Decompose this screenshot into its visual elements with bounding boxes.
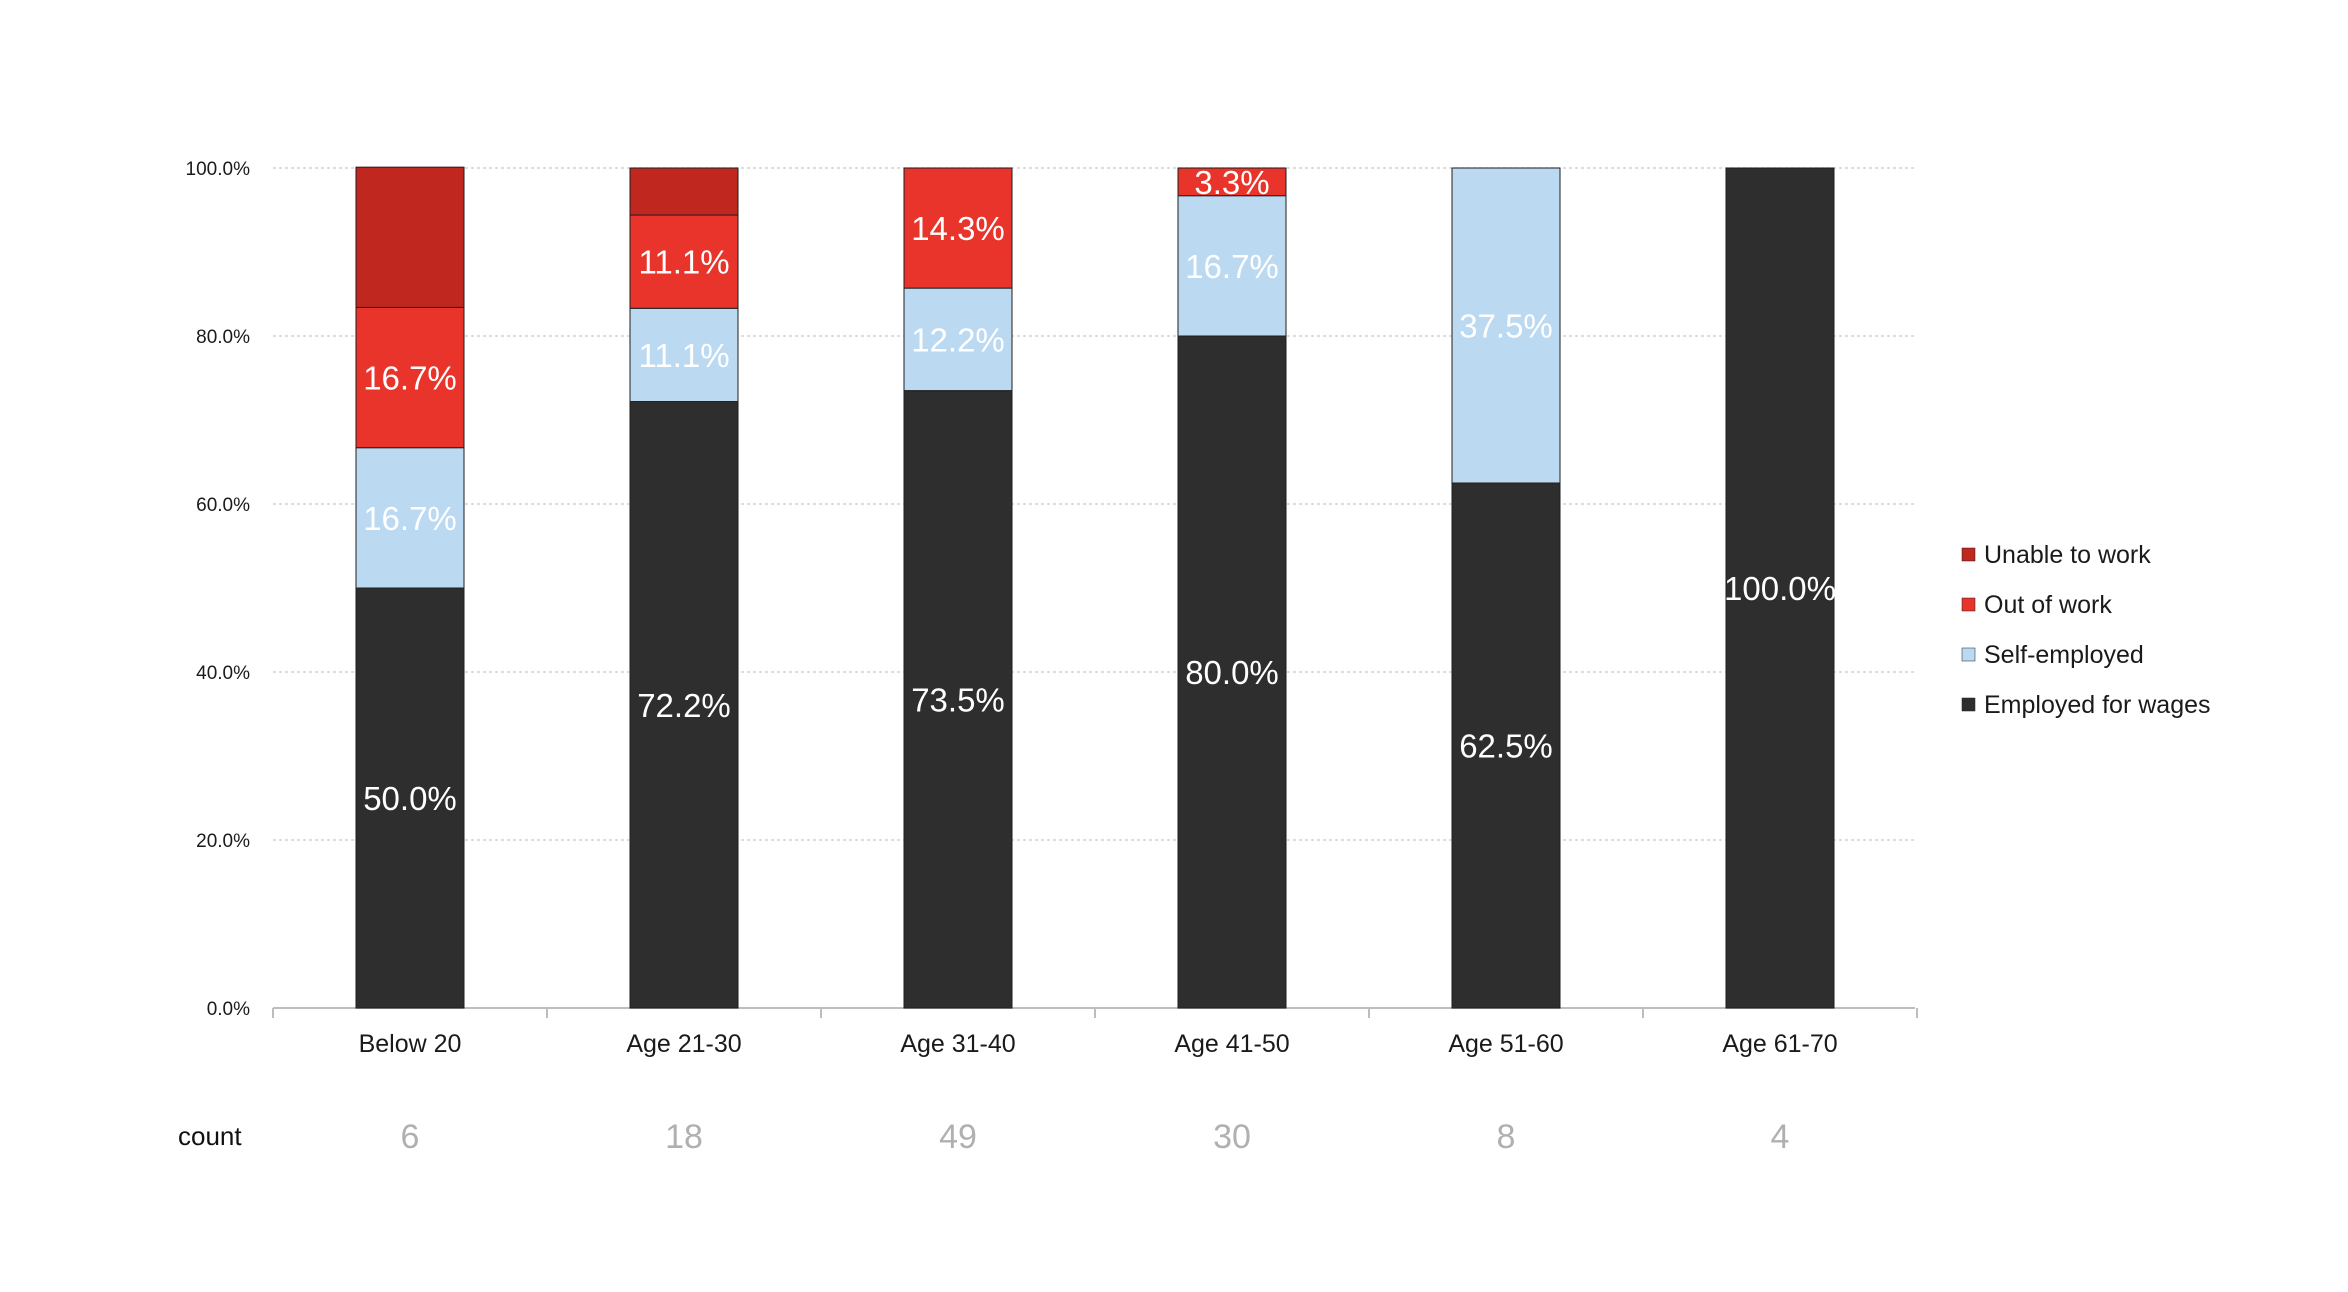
bar-segment [1725,167,1835,1009]
data-label: 80.0% [1185,654,1279,691]
bar-segment [355,306,465,449]
gridlines [273,167,1915,841]
y-tick-label: 60.0% [196,495,250,516]
x-category-label: Below 20 [359,1030,462,1058]
bar-segment [355,587,465,1009]
bar-segment [355,447,465,589]
data-label: 16.7% [363,500,457,537]
legend-swatch [1961,547,1976,562]
legend-label: Unable to work [1984,541,2151,569]
data-label: 16.7% [363,360,457,397]
legend-label: Employed for wages [1984,691,2211,719]
bar-segment [1177,167,1287,197]
bar-segment [903,167,1013,289]
count-value: 6 [401,1118,420,1156]
bar-segment [1451,167,1561,484]
data-label: 3.3% [1194,164,1269,201]
data-label: 73.5% [911,681,1005,718]
count-value: 30 [1213,1118,1251,1156]
y-tick-label: 80.0% [196,327,250,348]
bar-segment [903,390,1013,1009]
bar-segment [1177,195,1287,337]
x-category-label: Age 51-60 [1448,1030,1563,1058]
legend-label: Self-employed [1984,641,2144,669]
x-category-label: Age 61-70 [1722,1030,1837,1058]
count-value: 4 [1771,1118,1790,1156]
count-value: 8 [1497,1118,1516,1156]
count-row: count 6 18 49 30 8 4 [178,1118,1789,1156]
data-label: 11.1% [638,244,729,281]
bars [355,166,1835,1009]
bar-segment [629,167,739,216]
legend-label: Out of work [1984,591,2112,619]
data-label: 72.2% [637,687,731,724]
bar-segment [629,307,739,403]
data-label: 12.2% [911,321,1005,358]
legend-swatch [1961,597,1976,612]
legend-swatch [1961,647,1976,662]
x-category-label: Age 31-40 [900,1030,1015,1058]
data-label: 11.1% [638,337,729,374]
data-label: 50.0% [363,780,457,817]
bar-segment [1177,335,1287,1009]
x-category-label: Age 41-50 [1174,1030,1289,1058]
bar-segment [629,214,739,309]
legend-swatch [1961,697,1976,712]
count-row-label: count [178,1121,242,1151]
legend: Unable to work Out of work Self-employed Em… [1961,541,2211,719]
data-label: 37.5% [1459,308,1553,345]
count-value: 18 [665,1118,703,1156]
axes: 0.0% 20.0% 40.0% 60.0% 80.0% 100.0% Below 20 Ag… [186,159,1918,1058]
bar-segment [629,401,739,1009]
data-label: 100.0% [1724,570,1836,607]
y-tick-label: 0.0% [207,999,250,1020]
data-label: 62.5% [1459,728,1553,765]
x-category-label: Age 21-30 [626,1030,741,1058]
bar-segment [1451,482,1561,1009]
count-value: 49 [939,1118,977,1156]
bar-segment [355,166,465,308]
y-tick-label: 40.0% [196,663,250,684]
data-label: 16.7% [1185,248,1279,285]
bar-segment [903,287,1013,392]
data-label: 14.3% [911,210,1005,247]
y-tick-label: 100.0% [186,159,251,180]
y-tick-label: 20.0% [196,831,250,852]
data-labels: 50.0% 16.7% 16.7% 72.2% 11.1% 11.1% 73.5% 12.2%… [363,164,1836,817]
